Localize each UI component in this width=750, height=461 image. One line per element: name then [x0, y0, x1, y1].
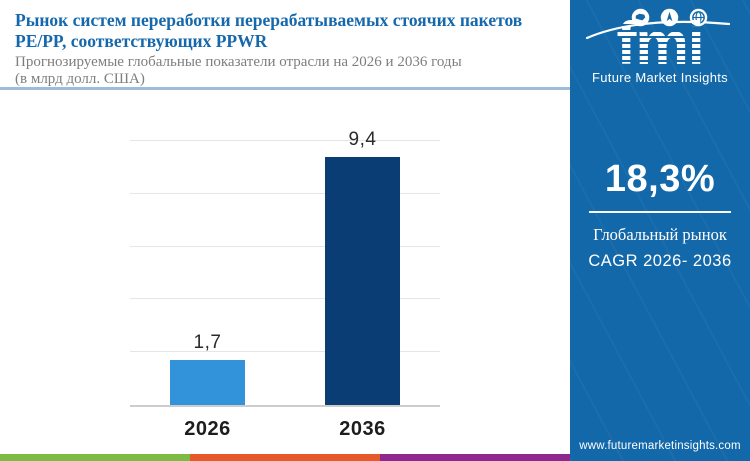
compass-icon [660, 8, 679, 27]
page-subtitle: Прогнозируемые глобальные показатели отр… [15, 54, 563, 88]
bar-chart-plot-area: 1,7 2026 9,4 2036 [130, 129, 440, 440]
stat-label-market: Глобальный рынок [593, 225, 727, 244]
stat-label-cagr-range: CAGR 2026- 2036 [588, 252, 732, 270]
bar-value-label-2036: 9,4 [348, 128, 377, 150]
website-url: www.futuremarketinsights.com [579, 440, 741, 452]
bar-2026 [170, 360, 245, 405]
gridline-10 [130, 140, 440, 141]
gridline-4 [130, 298, 440, 300]
globe-icon [689, 8, 708, 27]
header-divider [0, 87, 570, 90]
stripe-segment-0 [0, 454, 190, 461]
cagr-value: 18,3% [604, 158, 716, 200]
logo-subtext: Future Market Insights [592, 70, 728, 85]
logo-swoosh-icon [585, 20, 731, 40]
stripe-segment-2 [380, 454, 570, 461]
brand-sidebar: fmi Future Market Insights 18,3% Глобаль… [570, 0, 750, 461]
x-axis-label-2026: 2026 [184, 418, 231, 440]
stat-divider [589, 211, 731, 213]
cagr-stat-block: 18,3% Глобальный рынок CAGR 2026- 2036 [570, 158, 750, 271]
header: Рынок систем переработки перерабатываемы… [0, 0, 570, 90]
footer-stripe [0, 454, 570, 461]
gridline-2 [130, 351, 440, 353]
bar-group-2036: 9,4 2036 [325, 129, 400, 440]
bar-group-2026: 1,7 2026 [170, 141, 245, 440]
bar-value-label-2026: 1,7 [193, 332, 222, 354]
fmi-logo: fmi Future Market Insights [585, 8, 735, 94]
gridline-6 [130, 245, 440, 247]
stripe-segment-1 [190, 454, 380, 461]
subtitle-line-1: Прогнозируемые глобальные показатели отр… [15, 54, 462, 70]
page-title: Рынок систем переработки перерабатываемы… [15, 10, 523, 52]
logo-icons-row [631, 8, 708, 27]
map-icon [631, 8, 650, 27]
subtitle-line-2: (в млрд долл. США) [15, 70, 145, 87]
logo-wordmark: fmi [585, 14, 735, 74]
bar-2036 [325, 156, 400, 405]
gridline-8 [130, 192, 440, 194]
x-axis-label-2036: 2036 [339, 418, 386, 440]
